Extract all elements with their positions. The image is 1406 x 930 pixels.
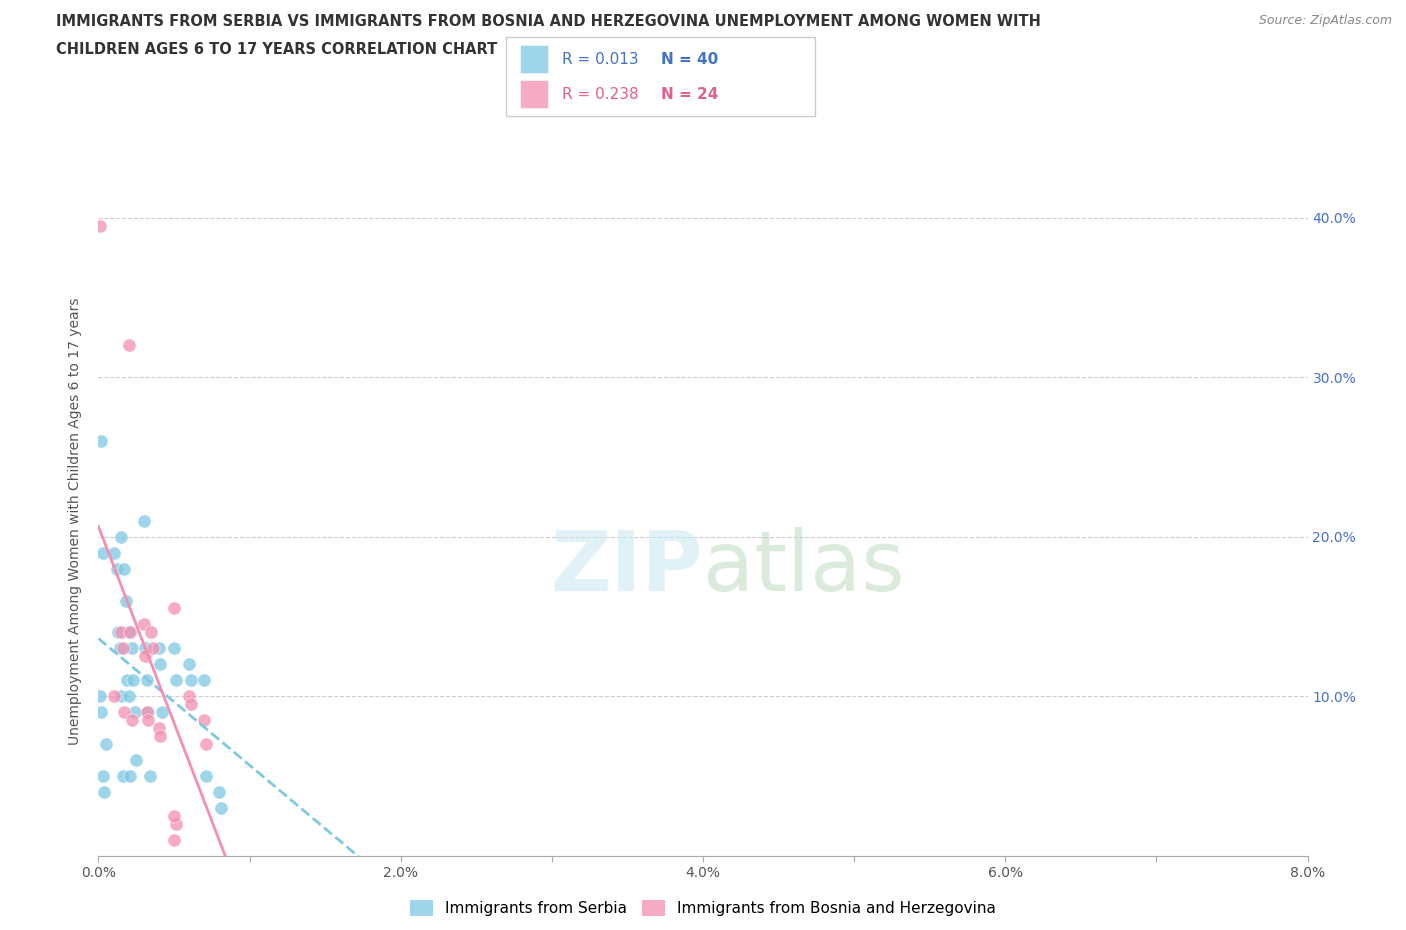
Point	[118, 689, 141, 704]
Point	[141, 625, 163, 640]
Point	[93, 784, 115, 799]
Text: N = 40: N = 40	[661, 52, 718, 67]
Point	[150, 705, 173, 720]
Point	[208, 784, 231, 799]
Point	[136, 705, 159, 720]
Point	[94, 737, 117, 751]
Legend: Immigrants from Serbia, Immigrants from Bosnia and Herzegovina: Immigrants from Serbia, Immigrants from …	[404, 895, 1002, 923]
Point	[179, 657, 201, 671]
Point	[89, 219, 111, 233]
Text: IMMIGRANTS FROM SERBIA VS IMMIGRANTS FROM BOSNIA AND HERZEGOVINA UNEMPLOYMENT AM: IMMIGRANTS FROM SERBIA VS IMMIGRANTS FRO…	[56, 14, 1040, 29]
Point	[180, 697, 202, 711]
Point	[149, 728, 172, 743]
Point	[124, 705, 146, 720]
Point	[90, 433, 112, 448]
Point	[132, 513, 155, 528]
Point	[194, 768, 217, 783]
Point	[107, 625, 129, 640]
Point	[114, 593, 136, 608]
Point	[163, 832, 186, 847]
Text: Source: ZipAtlas.com: Source: ZipAtlas.com	[1258, 14, 1392, 27]
Y-axis label: Unemployment Among Women with Children Ages 6 to 17 years: Unemployment Among Women with Children A…	[69, 297, 83, 745]
Point	[122, 672, 145, 687]
Point	[163, 601, 186, 616]
Point	[163, 641, 186, 656]
Text: R = 0.013: R = 0.013	[562, 52, 638, 67]
Point	[118, 338, 141, 352]
Point	[112, 561, 135, 576]
Point	[105, 561, 128, 576]
Point	[193, 672, 215, 687]
Text: R = 0.238: R = 0.238	[562, 86, 638, 101]
Point	[121, 712, 143, 727]
Point	[91, 545, 114, 560]
Point	[142, 641, 165, 656]
Point	[148, 641, 170, 656]
Point	[110, 689, 132, 704]
Point	[111, 641, 134, 656]
Point	[163, 808, 186, 823]
Point	[209, 801, 232, 816]
Point	[136, 712, 159, 727]
Point	[103, 689, 125, 704]
Point	[111, 768, 134, 783]
Text: CHILDREN AGES 6 TO 17 YEARS CORRELATION CHART: CHILDREN AGES 6 TO 17 YEARS CORRELATION …	[56, 42, 498, 57]
Point	[134, 649, 156, 664]
Point	[110, 625, 132, 640]
Point	[194, 737, 217, 751]
Point	[121, 641, 143, 656]
Text: ZIP: ZIP	[551, 527, 703, 608]
Point	[90, 705, 112, 720]
Text: N = 24: N = 24	[661, 86, 718, 101]
Point	[139, 768, 162, 783]
Point	[165, 817, 187, 831]
Point	[118, 625, 141, 640]
Point	[103, 545, 125, 560]
Point	[165, 672, 187, 687]
Point	[149, 657, 172, 671]
Point	[89, 689, 111, 704]
Text: atlas: atlas	[703, 527, 904, 608]
Point	[110, 529, 132, 544]
Point	[135, 672, 157, 687]
Point	[120, 768, 142, 783]
Point	[193, 712, 215, 727]
Point	[132, 617, 155, 631]
Point	[112, 705, 135, 720]
Point	[125, 752, 148, 767]
Point	[115, 672, 138, 687]
Point	[179, 689, 201, 704]
Point	[134, 641, 156, 656]
Point	[91, 768, 114, 783]
Point	[108, 641, 131, 656]
Point	[120, 625, 142, 640]
Point	[180, 672, 202, 687]
Point	[148, 721, 170, 736]
Point	[135, 705, 157, 720]
